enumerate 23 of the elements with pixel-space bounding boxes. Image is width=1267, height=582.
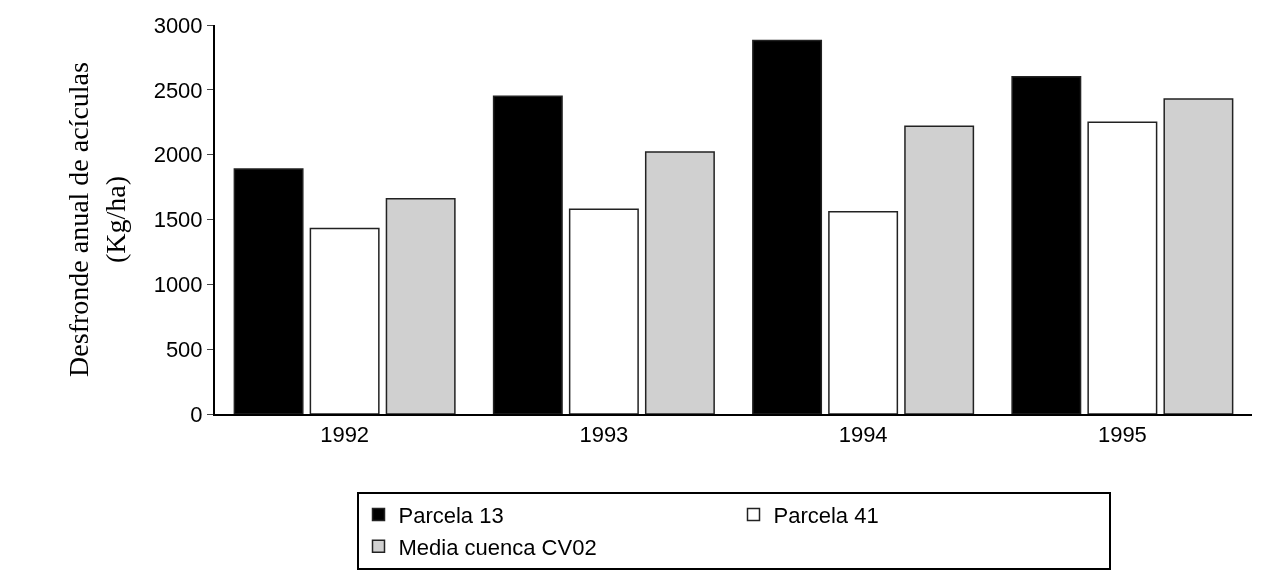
y-axis-title: Desfronde anual de acículas (Kg/ha) — [63, 62, 131, 377]
y-tick-label: 500 — [165, 336, 203, 362]
bar — [904, 125, 975, 414]
y-tick-label: 1500 — [153, 207, 203, 233]
bar — [309, 227, 380, 414]
y-tick-label: 1000 — [153, 272, 203, 298]
y-tick-label: 0 — [190, 401, 203, 427]
y-tick-label: 2500 — [153, 77, 203, 103]
bar — [568, 208, 639, 414]
bar — [1163, 98, 1234, 414]
x-tick-label: 1994 — [838, 422, 888, 448]
bar — [644, 151, 715, 414]
legend-label: Parcela 41 — [773, 503, 879, 529]
x-tick-label: 1993 — [579, 422, 629, 448]
y-tick-label: 3000 — [153, 12, 203, 38]
y-tick-label: 2000 — [153, 142, 203, 168]
bar — [828, 210, 899, 414]
legend-label: Media cuenca CV02 — [398, 534, 597, 560]
legend-label: Parcela 13 — [398, 503, 504, 529]
x-tick-label: 1995 — [1097, 422, 1147, 448]
bar — [1087, 121, 1158, 414]
x-tick-label: 1992 — [320, 422, 370, 448]
bar — [385, 198, 456, 414]
